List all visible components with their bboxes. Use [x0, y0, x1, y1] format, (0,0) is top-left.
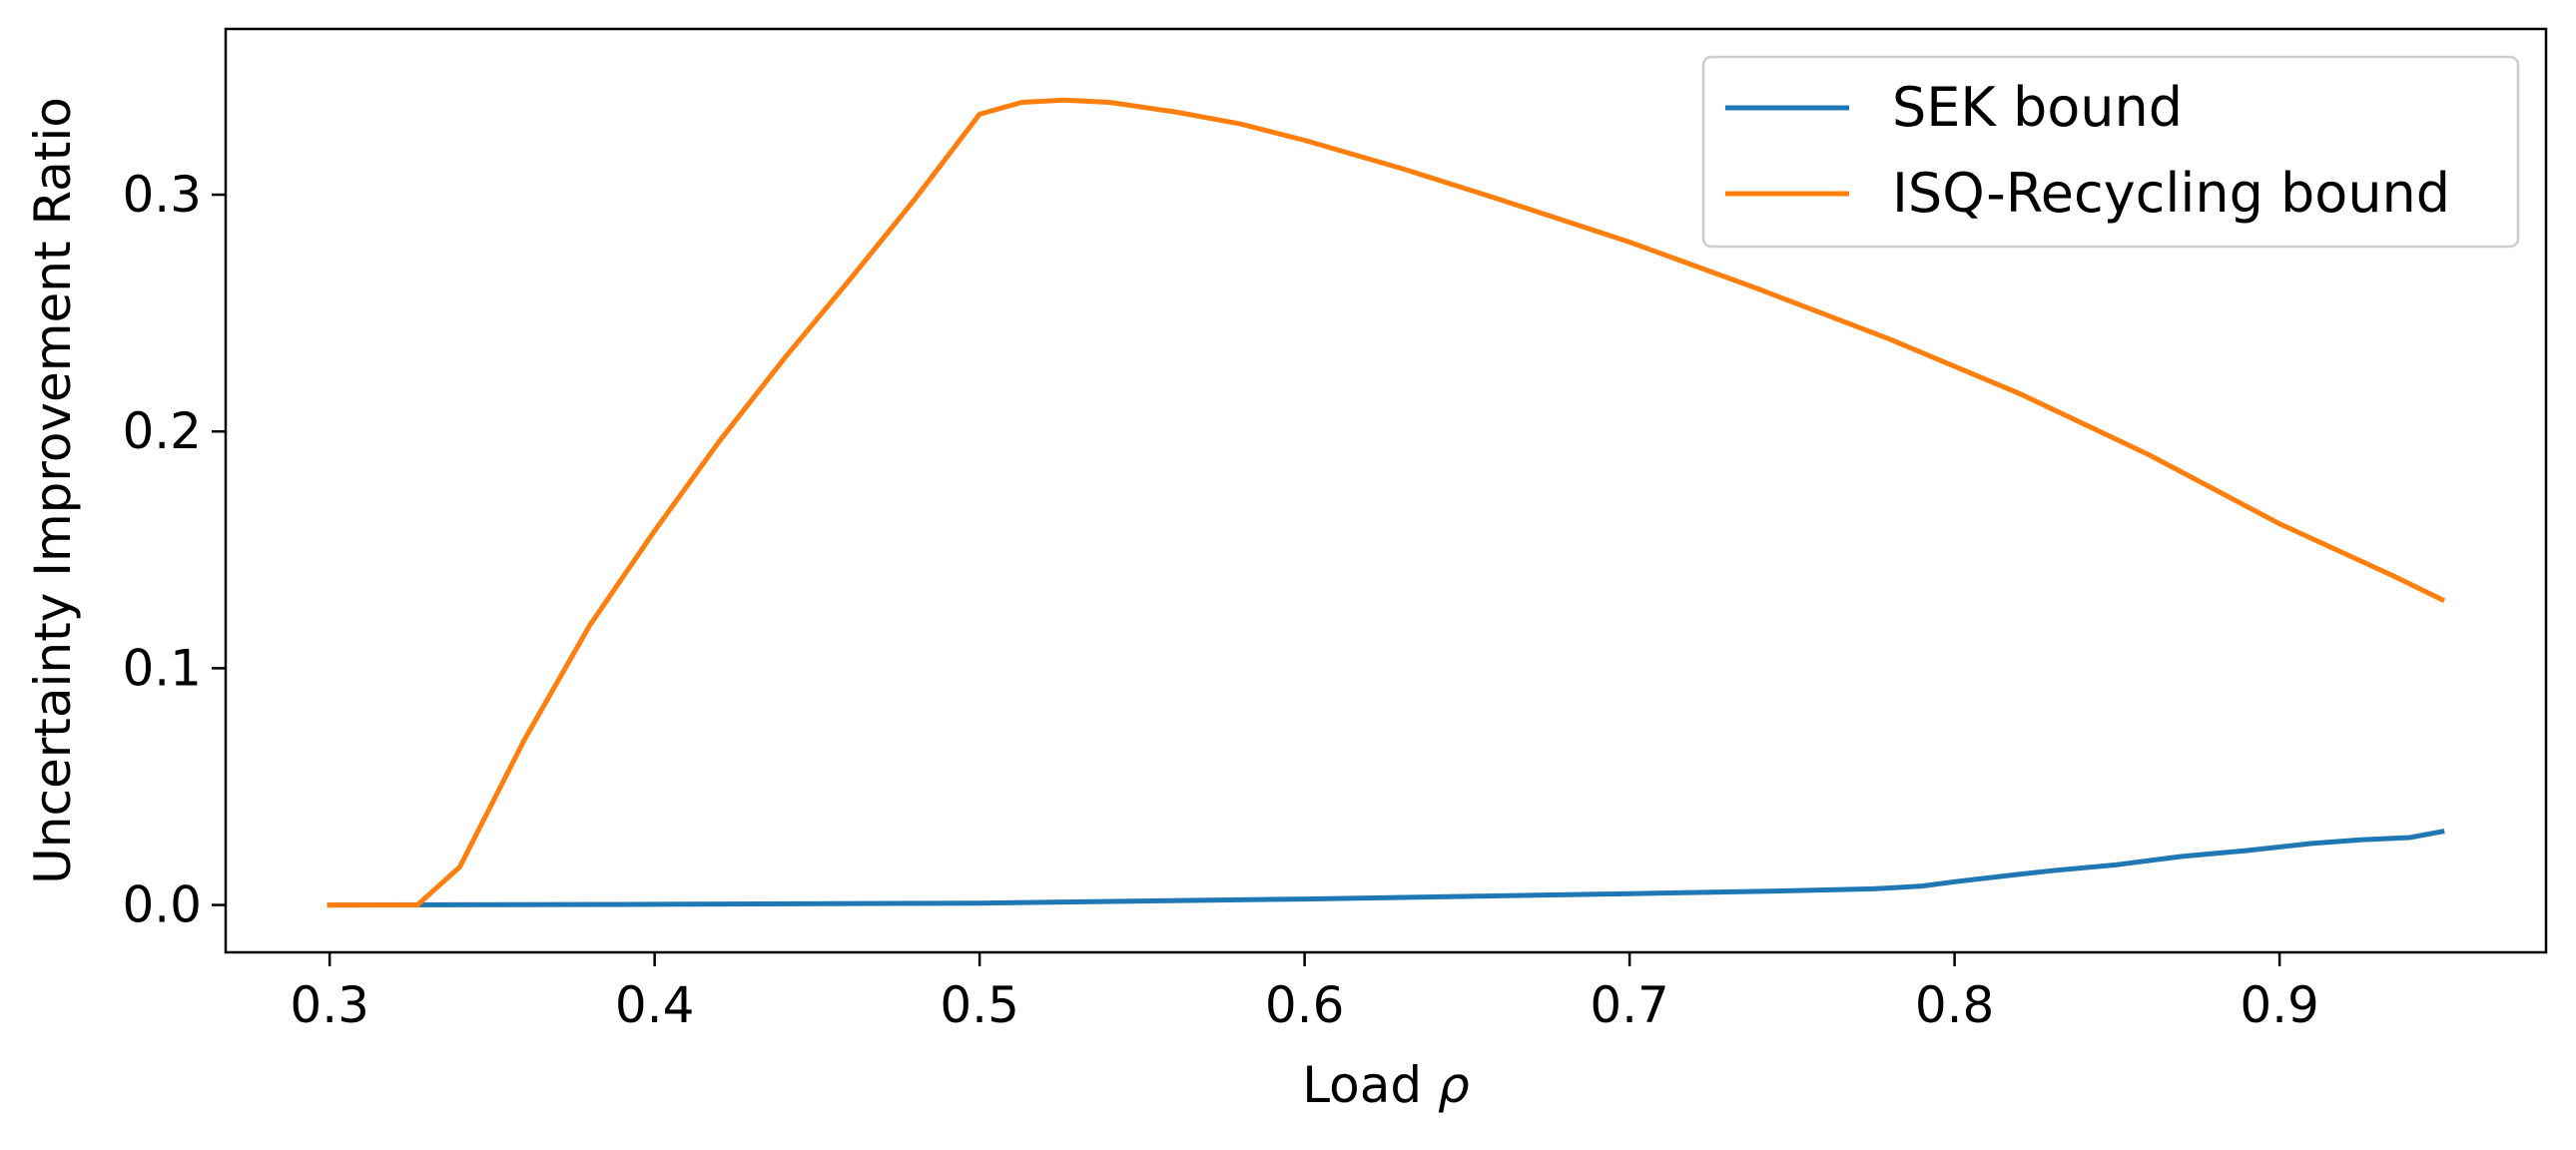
plot-frame	[224, 27, 2548, 954]
x-tick-label: 0.4	[615, 976, 695, 1034]
x-tick-label: 0.6	[1265, 976, 1345, 1034]
legend-box	[1701, 55, 2520, 249]
x-tick-label: 0.3	[290, 976, 369, 1034]
y-axis-label: Uncertainty Improvement Ratio	[24, 97, 82, 884]
x-axis-label-text: Load	[1302, 1056, 1422, 1114]
legend-label: SEK bound	[1892, 76, 2183, 139]
x-tick-label: 0.8	[1915, 976, 1995, 1034]
x-tick-label: 0.7	[1590, 976, 1669, 1034]
x-axis-label: Load ρ	[1302, 1056, 1470, 1114]
plot-layer	[326, 97, 2446, 908]
y-tick-label: 0.2	[122, 402, 202, 460]
x-axis: 0.3 0.4 0.5 0.6 0.7 0.8 0.9	[290, 952, 2319, 1034]
y-axis: 0.0 0.1 0.2 0.3	[122, 166, 226, 934]
y-tick-label: 0.1	[122, 639, 202, 697]
x-tick-label: 0.9	[2240, 976, 2319, 1034]
series-line-sek-bound	[326, 829, 2445, 908]
x-axis-label-symbol: ρ	[1438, 1056, 1470, 1114]
y-tick-label: 0.0	[122, 876, 202, 934]
legend-label: ISQ-Recycling bound	[1892, 162, 2450, 225]
y-tick-label: 0.3	[122, 166, 202, 224]
series-line-isq-recycling-bound	[326, 97, 2446, 908]
x-tick-label: 0.5	[940, 976, 1019, 1034]
legend: SEK bound ISQ-Recycling bound	[1701, 55, 2520, 249]
